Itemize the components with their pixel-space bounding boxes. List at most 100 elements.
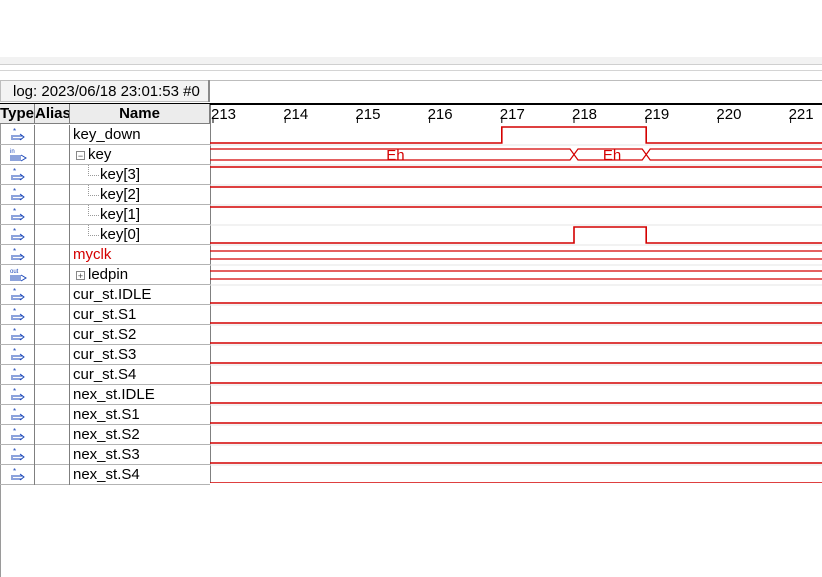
signal-name-cell: nex_st.IDLE <box>70 385 213 405</box>
type-cell: * <box>0 365 35 385</box>
wire-icon: * <box>9 447 27 462</box>
signal-name: nex_st.S3 <box>73 446 140 463</box>
signal-row[interactable]: * cur_st.S2 <box>0 325 210 345</box>
type-cell: * <box>0 405 35 425</box>
alias-cell <box>35 445 70 465</box>
signal-list: * key_down in − key * key[3] * key[2] * key[1] * key… <box>0 125 210 485</box>
signal-name-cell: cur_st.IDLE <box>70 285 213 305</box>
expand-icon[interactable]: + <box>76 270 85 281</box>
alias-cell <box>35 365 70 385</box>
alias-cell <box>35 405 70 425</box>
signal-row[interactable]: * nex_st.S4 <box>0 465 210 485</box>
signal-name: key[3] <box>100 166 141 183</box>
type-cell: * <box>0 285 35 305</box>
time-tick-label: 219 <box>644 106 669 123</box>
signal-name-cell: nex_st.S4 <box>70 465 213 485</box>
input-bus-icon: in <box>9 147 27 162</box>
signal-row[interactable]: * key[2] <box>0 185 210 205</box>
bus-value-label: Eh <box>386 147 404 164</box>
wire-icon: * <box>9 187 27 202</box>
tree-connector <box>88 225 99 236</box>
signal-panel <box>0 103 211 577</box>
signal-name: key[1] <box>100 206 141 223</box>
signal-name: cur_st.S1 <box>73 306 137 323</box>
signal-row[interactable]: out + ledpin <box>0 265 210 285</box>
signal-name-cell: key[2] <box>70 185 240 205</box>
svg-text:*: * <box>13 407 16 416</box>
wire-icon: * <box>9 167 27 182</box>
signal-name-cell: cur_st.S2 <box>70 325 213 345</box>
type-cell: * <box>0 185 35 205</box>
alias-cell <box>35 425 70 445</box>
alias-cell <box>35 205 70 225</box>
signal-traces: Eh Eh <box>210 126 822 483</box>
svg-text:*: * <box>13 227 16 236</box>
time-tick-label: 221 <box>789 106 814 123</box>
svg-text:*: * <box>13 427 16 436</box>
wire-icon: * <box>9 227 27 242</box>
alias-cell <box>35 125 70 145</box>
signal-row[interactable]: * nex_st.IDLE <box>0 385 210 405</box>
time-ruler: 213 214 215 216 217 218 219 220 221 <box>210 103 814 483</box>
signal-row[interactable]: * key[3] <box>0 165 210 185</box>
signal-name-cell: nex_st.S3 <box>70 445 213 465</box>
signal-row[interactable]: * nex_st.S2 <box>0 425 210 445</box>
signal-row[interactable]: * nex_st.S1 <box>0 405 210 425</box>
signal-name-cell: + ledpin <box>70 265 216 285</box>
signal-name-cell: cur_st.S3 <box>70 345 213 365</box>
collapse-icon[interactable]: − <box>76 150 85 161</box>
signal-row[interactable]: * cur_st.IDLE <box>0 285 210 305</box>
signal-name: cur_st.S4 <box>73 366 137 383</box>
signal-name: key_down <box>73 126 141 143</box>
signal-row[interactable]: * cur_st.S4 <box>0 365 210 385</box>
alias-cell <box>35 325 70 345</box>
svg-text:*: * <box>13 307 16 316</box>
signal-row[interactable]: * key[1] <box>0 205 210 225</box>
column-header-name[interactable]: Name <box>70 104 210 124</box>
signal-row[interactable]: * cur_st.S3 <box>0 345 210 365</box>
signal-row[interactable]: * key[0] <box>0 225 210 245</box>
signal-name: nex_st.S4 <box>73 466 140 483</box>
signal-name-cell: nex_st.S2 <box>70 425 213 445</box>
alias-cell <box>35 185 70 205</box>
wire-icon: * <box>9 407 27 422</box>
signal-name: cur_st.S3 <box>73 346 137 363</box>
column-header-alias[interactable]: Alias <box>35 104 70 124</box>
signal-row[interactable]: in − key <box>0 145 210 165</box>
toolbar-strip <box>0 57 822 65</box>
wire-icon: * <box>9 367 27 382</box>
signal-row[interactable]: * cur_st.S1 <box>0 305 210 325</box>
type-cell: * <box>0 205 35 225</box>
svg-text:out: out <box>10 269 19 275</box>
signal-name: key[2] <box>100 186 141 203</box>
time-tick-label: 216 <box>428 106 453 123</box>
signal-row[interactable]: * nex_st.S3 <box>0 445 210 465</box>
type-cell: * <box>0 305 35 325</box>
svg-text:*: * <box>13 167 16 176</box>
type-cell: * <box>0 425 35 445</box>
svg-text:*: * <box>13 127 16 136</box>
svg-text:*: * <box>13 247 16 256</box>
type-cell: * <box>0 385 35 405</box>
signal-name: key <box>88 146 112 163</box>
signal-row[interactable]: * key_down <box>0 125 210 145</box>
svg-text:*: * <box>13 447 16 456</box>
signal-name: myclk <box>73 246 112 263</box>
wave-header-area <box>210 80 822 103</box>
wire-icon: * <box>9 327 27 342</box>
time-tick-label: 217 <box>500 106 525 123</box>
column-header-type[interactable]: Type <box>0 104 35 124</box>
signal-name: nex_st.S2 <box>73 426 140 443</box>
wire-icon: * <box>9 307 27 322</box>
alias-cell <box>35 305 70 325</box>
tree-connector <box>88 205 99 216</box>
waveform-view[interactable]: 213 214 215 216 217 218 219 220 221 Eh Eh <box>210 103 822 483</box>
type-cell: * <box>0 465 35 485</box>
signal-name-cell: − key <box>70 145 216 165</box>
signal-name-cell: cur_st.S4 <box>70 365 213 385</box>
pane-splitter[interactable] <box>208 80 210 102</box>
signal-row[interactable]: * myclk <box>0 245 210 265</box>
tree-connector <box>88 165 99 176</box>
alias-cell <box>35 225 70 245</box>
type-cell: * <box>0 325 35 345</box>
